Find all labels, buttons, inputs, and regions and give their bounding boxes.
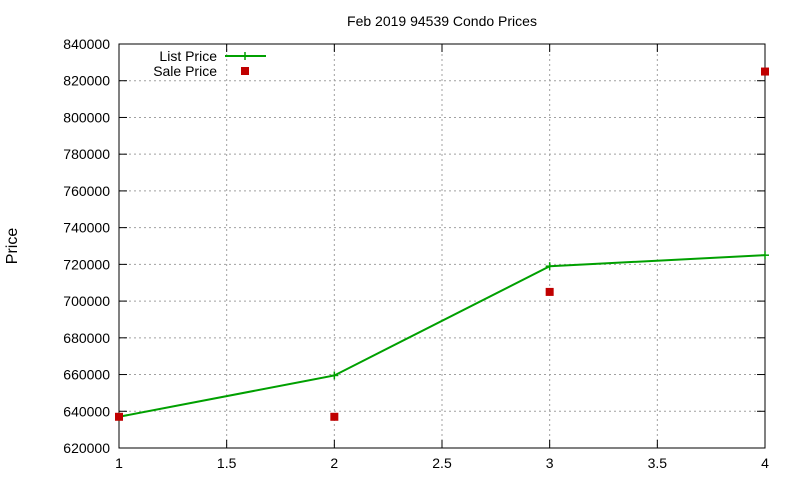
legend-marker	[241, 67, 249, 75]
data-point	[545, 262, 554, 271]
data-point	[761, 251, 769, 260]
legend-item: List Price	[159, 48, 266, 64]
x-tick-label: 3.5	[648, 455, 668, 471]
data-point	[330, 371, 339, 380]
y-tick-label: 680000	[63, 330, 110, 346]
y-axis-label: Price	[4, 228, 21, 265]
data-point	[115, 412, 123, 421]
legend-label: List Price	[159, 48, 217, 64]
data-point	[761, 67, 769, 76]
x-tick-label: 1.5	[217, 455, 237, 471]
x-tick-label: 2	[330, 455, 338, 471]
y-tick-label: 760000	[63, 183, 110, 199]
legend-marker	[241, 52, 249, 60]
y-tick-label: 840000	[63, 36, 110, 52]
y-tick-label: 640000	[63, 403, 110, 419]
series	[115, 67, 769, 421]
grid	[119, 44, 765, 448]
axis-ticks: 620000 640000 660000 680000 700000 720000 7400…	[63, 36, 769, 471]
series-sale-price	[115, 67, 769, 421]
x-tick-label: 2.5	[432, 455, 452, 471]
y-tick-label: 780000	[63, 146, 110, 162]
x-tick-label: 1	[115, 455, 123, 471]
y-tick-label: 700000	[63, 293, 110, 309]
y-tick-label: 800000	[63, 109, 110, 125]
legend-label: Sale Price	[153, 63, 217, 79]
y-tick-label: 720000	[63, 256, 110, 272]
y-tick-label: 660000	[63, 367, 110, 383]
data-point	[330, 412, 339, 421]
chart-title: Feb 2019 94539 Condo Prices	[347, 13, 537, 29]
y-tick-label: 740000	[63, 220, 110, 236]
x-tick-label: 4	[761, 455, 769, 471]
legend-item: Sale Price	[153, 63, 249, 79]
data-point	[545, 287, 554, 296]
y-tick-label: 620000	[63, 440, 110, 456]
x-tick-label: 3	[546, 455, 554, 471]
y-tick-label: 820000	[63, 73, 110, 89]
series-line	[118, 254, 766, 418]
